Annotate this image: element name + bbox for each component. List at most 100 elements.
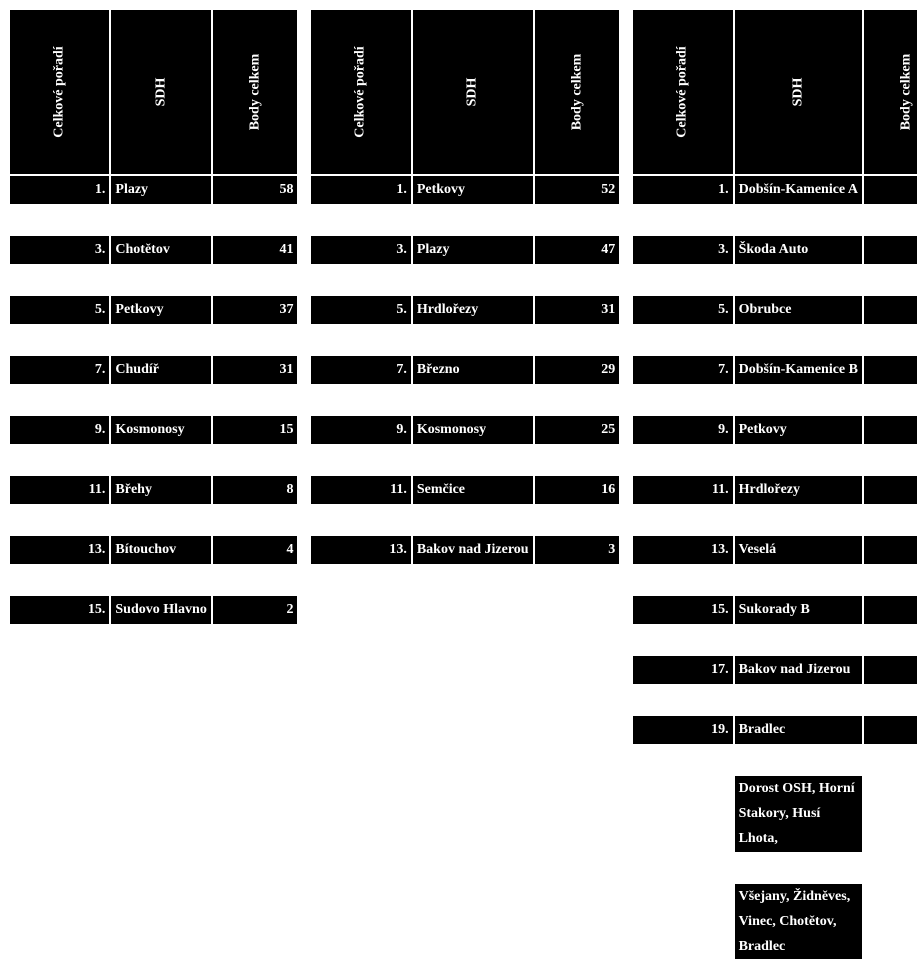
table-row	[633, 386, 917, 414]
note-text	[735, 854, 862, 882]
cell-pts: 47	[535, 236, 620, 264]
table-row: 9.Kosmonosy15	[10, 416, 297, 444]
cell-name	[413, 326, 533, 354]
col-header-pts: Body celkem	[864, 10, 917, 174]
cell-rank: 5.	[311, 296, 410, 324]
cell-name	[111, 446, 210, 474]
cell-rank	[633, 206, 732, 234]
cell-name	[735, 626, 862, 654]
cell-rank: 17.	[633, 656, 732, 684]
cell-rank: 9.	[633, 416, 732, 444]
col-header-pts: Body celkem	[213, 10, 298, 174]
table-row: 15.Sukorady B7	[633, 596, 917, 624]
table-row: 13.Bakov nad Jizerou3	[311, 536, 619, 564]
cell-pts: 31	[213, 356, 298, 384]
cell-pts: 45	[864, 236, 917, 264]
table-row	[10, 386, 297, 414]
table-row: 1.Plazy58	[10, 176, 297, 204]
table-row	[311, 506, 619, 534]
cell-pts	[864, 206, 917, 234]
cell-rank	[633, 506, 732, 534]
cell-rank: 11.	[311, 476, 410, 504]
cell-rank: 1.	[311, 176, 410, 204]
table-row	[10, 626, 297, 654]
cell-name	[111, 386, 210, 414]
cell-pts: 1	[864, 716, 917, 744]
note-rank-cell	[633, 746, 732, 959]
table-row	[10, 506, 297, 534]
cell-rank	[633, 626, 732, 654]
cell-pts	[864, 626, 917, 654]
cell-pts: 41	[213, 236, 298, 264]
cell-rank: 3.	[10, 236, 109, 264]
cell-rank	[311, 446, 410, 474]
cell-rank	[311, 266, 410, 294]
col-header-name: SDH	[111, 10, 210, 174]
cell-rank	[311, 206, 410, 234]
cell-rank: 15.	[633, 596, 732, 624]
cell-rank	[10, 446, 109, 474]
cell-rank: 5.	[10, 296, 109, 324]
table-row	[10, 446, 297, 474]
table-row: 5.Hrdlořezy31	[311, 296, 619, 324]
col-header-rank: Celkové pořadí	[633, 10, 732, 174]
note-text: Dorost OSH, Horní Stakory, Husí Lhota,	[735, 776, 862, 852]
cell-name	[735, 266, 862, 294]
table-row	[10, 566, 297, 594]
cell-name: Kosmonosy	[111, 416, 210, 444]
cell-rank	[10, 386, 109, 414]
cell-name: Bítouchov	[111, 536, 210, 564]
cell-pts	[864, 506, 917, 534]
cell-name: Chudíř	[111, 356, 210, 384]
cell-rank: 1.	[633, 176, 732, 204]
col-header-label: Body celkem	[569, 54, 585, 131]
table-row: 11.Břehy8	[10, 476, 297, 504]
table-row: 7.Březno29	[311, 356, 619, 384]
col-header-label: Body celkem	[247, 54, 263, 131]
cell-name	[735, 506, 862, 534]
cell-rank: 13.	[311, 536, 410, 564]
cell-pts	[864, 686, 917, 714]
cell-rank	[10, 626, 109, 654]
cell-name	[413, 386, 533, 414]
cell-pts	[535, 266, 620, 294]
tables-wrap: Celkové pořadí SDH Body celkem 1.Plazy58 3. C…	[8, 8, 909, 961]
cell-name: Sudovo Hlavno	[111, 596, 210, 624]
cell-name	[413, 206, 533, 234]
table-row: 5.Petkovy37	[10, 296, 297, 324]
table-row	[633, 206, 917, 234]
cell-name: Sukorady B	[735, 596, 862, 624]
cell-pts: 58	[213, 176, 298, 204]
cell-rank	[10, 566, 109, 594]
cell-name: Semčice	[413, 476, 533, 504]
cell-rank: 7.	[311, 356, 410, 384]
table-row	[633, 626, 917, 654]
cell-pts: 16	[535, 476, 620, 504]
table-row	[311, 566, 619, 594]
cell-rank	[311, 386, 410, 414]
cell-name: Bradlec	[735, 716, 862, 744]
table-row	[633, 506, 917, 534]
cell-pts	[864, 326, 917, 354]
table-row	[10, 206, 297, 234]
cell-pts	[535, 326, 620, 354]
cell-pts	[213, 326, 298, 354]
cell-name	[735, 386, 862, 414]
cell-rank: 5.	[633, 296, 732, 324]
cell-rank	[633, 266, 732, 294]
cell-name: Březno	[413, 356, 533, 384]
cell-pts: 10	[864, 536, 917, 564]
cell-name: Hrdlořezy	[735, 476, 862, 504]
table-row: 11.Semčice16	[311, 476, 619, 504]
cell-rank	[633, 686, 732, 714]
table-row: 9.Petkovy17	[633, 416, 917, 444]
cell-rank	[311, 566, 410, 594]
cell-rank: 13.	[633, 536, 732, 564]
note-text	[735, 746, 862, 774]
cell-rank	[633, 566, 732, 594]
cell-rank	[10, 326, 109, 354]
cell-name	[111, 566, 210, 594]
cell-rank	[10, 206, 109, 234]
table-row: 17.Bakov nad Jizerou2	[633, 656, 917, 684]
table-row: 5.Obrubce29	[633, 296, 917, 324]
